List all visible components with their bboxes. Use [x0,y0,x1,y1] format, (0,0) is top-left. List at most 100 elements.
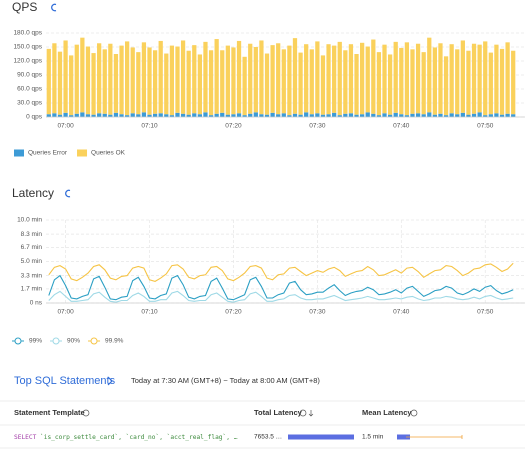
bar [287,115,292,117]
bar [348,44,354,114]
bar [477,112,482,117]
bar [270,112,275,117]
bar [164,114,169,117]
bar [415,43,421,114]
bar [125,41,130,116]
bar [449,44,454,114]
line [48,274,514,301]
y-tick-label: 0 ns [30,300,43,307]
bar [141,112,147,117]
bar [203,112,208,117]
x-tick-label: 07:30 [309,123,326,130]
bar [494,113,499,117]
chevron-icon[interactable] [107,376,113,386]
bar [455,49,460,115]
bar [192,113,197,117]
y-tick-label: 90.0 qps [17,72,43,79]
bar [320,55,326,115]
bar [102,113,107,117]
top-sql-title[interactable]: Top SQL Statements [14,375,116,387]
legend-marker [52,337,60,345]
refresh-icon[interactable] [65,189,71,198]
bar [371,113,376,117]
y-tick-label: 60.0 qps [17,86,43,93]
x-tick-label: 07:00 [57,309,74,316]
total-latency-bar [288,434,354,440]
bar [281,49,286,114]
bar [220,50,225,113]
refresh-icon[interactable] [51,3,57,12]
mean-latency-bar [397,434,410,440]
bar [225,45,230,115]
bar [63,40,68,113]
bar [455,114,460,117]
sql-statement[interactable]: `is_corp_settle_card`, `card_no`, `acct_… [40,433,238,441]
y-tick-label: 180.0 qps [13,30,42,37]
x-tick-label: 07:40 [393,309,410,316]
bar [102,49,107,114]
bar [276,43,281,115]
bar [393,41,398,113]
legend-label[interactable]: Queries Error [28,150,68,157]
legend-label[interactable]: 90% [67,338,80,345]
column-header: Mean Latency [362,408,412,417]
bar [304,44,309,113]
legend-label[interactable]: 99.9% [105,338,124,345]
bar [57,114,63,117]
bar [270,45,275,113]
bar [477,44,482,113]
latency-title: Latency [12,186,54,200]
legend-swatch [14,149,24,157]
bar [108,43,113,115]
bar [304,112,309,117]
bar [97,43,102,114]
bar [253,112,258,117]
bar [376,115,382,117]
bar [326,114,331,117]
y-tick-label: 8.3 min [21,231,43,238]
bar [343,50,348,114]
bar [113,112,119,117]
bar [57,51,63,115]
bar [214,39,219,114]
bar [399,114,404,117]
bar [52,43,57,114]
bar [404,115,410,117]
bar [214,113,219,117]
bar [69,115,74,117]
bar [387,114,393,117]
qps-title: QPS [12,0,37,14]
latency-range [406,435,463,439]
x-tick-label: 07:30 [309,309,326,316]
x-tick-label: 07:50 [477,309,494,316]
bar [505,42,510,114]
bar [315,113,320,117]
bar [147,47,152,115]
time-range: Today at 7:30 AM (GMT+8) ~ Today at 8:00… [131,376,320,385]
bar [152,113,158,117]
bar [175,112,180,117]
bar [292,38,298,114]
info-icon [299,409,307,417]
bar [180,113,186,117]
y-tick-label: 10.0 min [17,217,42,224]
bar [192,45,197,114]
legend-label[interactable]: Queries OK [91,150,126,157]
bar [371,39,376,114]
bar [119,114,124,117]
bar [74,113,79,117]
bar [393,112,398,117]
bar [427,37,432,113]
legend-label[interactable]: 99% [29,338,42,345]
line [48,262,514,282]
bar [499,114,505,117]
column-header[interactable]: Total Latency [254,408,303,417]
x-tick-label: 07:40 [393,123,410,130]
bar [292,113,298,117]
bar [382,44,387,114]
bar [337,41,342,116]
bar [432,114,437,117]
bar [259,114,264,117]
bar [488,52,493,115]
bar [494,44,499,114]
